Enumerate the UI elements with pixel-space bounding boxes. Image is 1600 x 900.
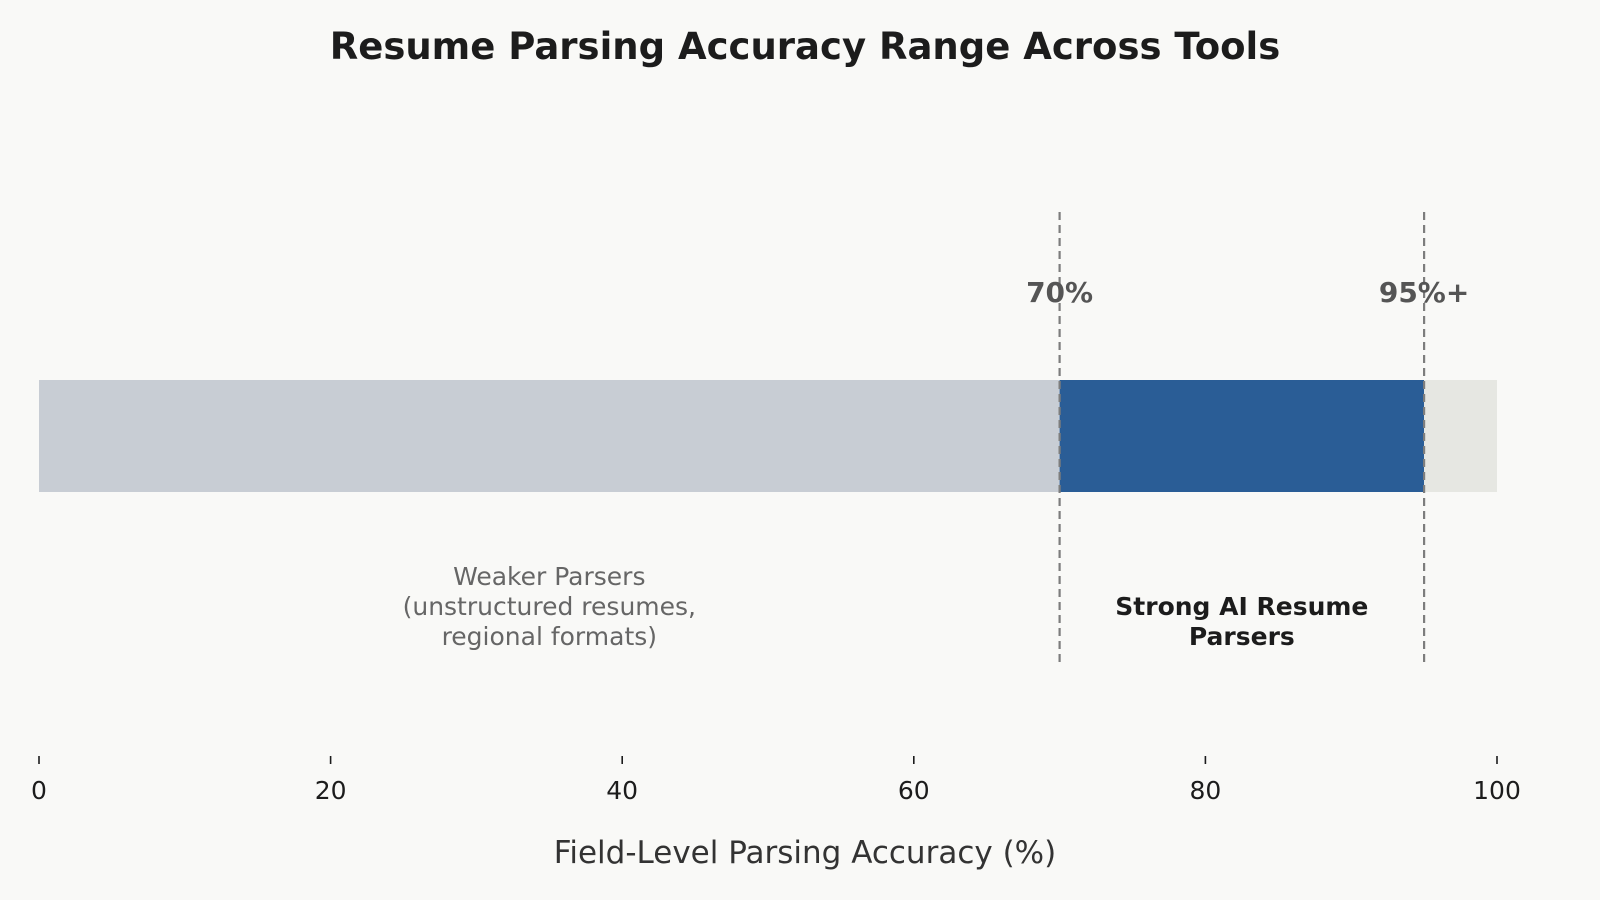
x-axis-label: Field-Level Parsing Accuracy (%) xyxy=(554,835,1056,871)
threshold-lines: 70% 95%+ xyxy=(1026,212,1469,662)
x-tick-label-4: 80 xyxy=(1189,776,1221,805)
region-label-0-line-1: (unstructured resumes, xyxy=(403,592,696,621)
x-tick-label-2: 40 xyxy=(606,776,638,805)
threshold-label-0: 70% xyxy=(1026,276,1093,309)
chart-title: Resume Parsing Accuracy Range Across Too… xyxy=(330,25,1281,68)
bar-segment-2 xyxy=(1424,380,1497,492)
x-axis: 0 20 40 60 80 100 xyxy=(31,756,1521,805)
region-label-0-line-2: regional formats) xyxy=(442,622,657,651)
x-tick-label-3: 60 xyxy=(898,776,930,805)
region-label-1-line-1: Parsers xyxy=(1189,622,1295,651)
region-label-1-line-0: Strong AI Resume xyxy=(1115,592,1368,621)
x-tick-label-5: 100 xyxy=(1473,776,1521,805)
region-label-1: Strong AI Resume Parsers xyxy=(1115,592,1368,651)
x-tick-label-0: 0 xyxy=(31,776,47,805)
region-label-0-line-0: Weaker Parsers xyxy=(453,562,645,591)
threshold-label-1: 95%+ xyxy=(1379,276,1469,309)
x-tick-label-1: 20 xyxy=(315,776,347,805)
bar-segment-1 xyxy=(1059,380,1425,492)
region-labels: Weaker Parsers (unstructured resumes, regi… xyxy=(403,562,1369,651)
bar-segment-0 xyxy=(39,380,1060,492)
region-label-0: Weaker Parsers (unstructured resumes, regi… xyxy=(403,562,696,651)
bar-segments xyxy=(39,380,1497,492)
